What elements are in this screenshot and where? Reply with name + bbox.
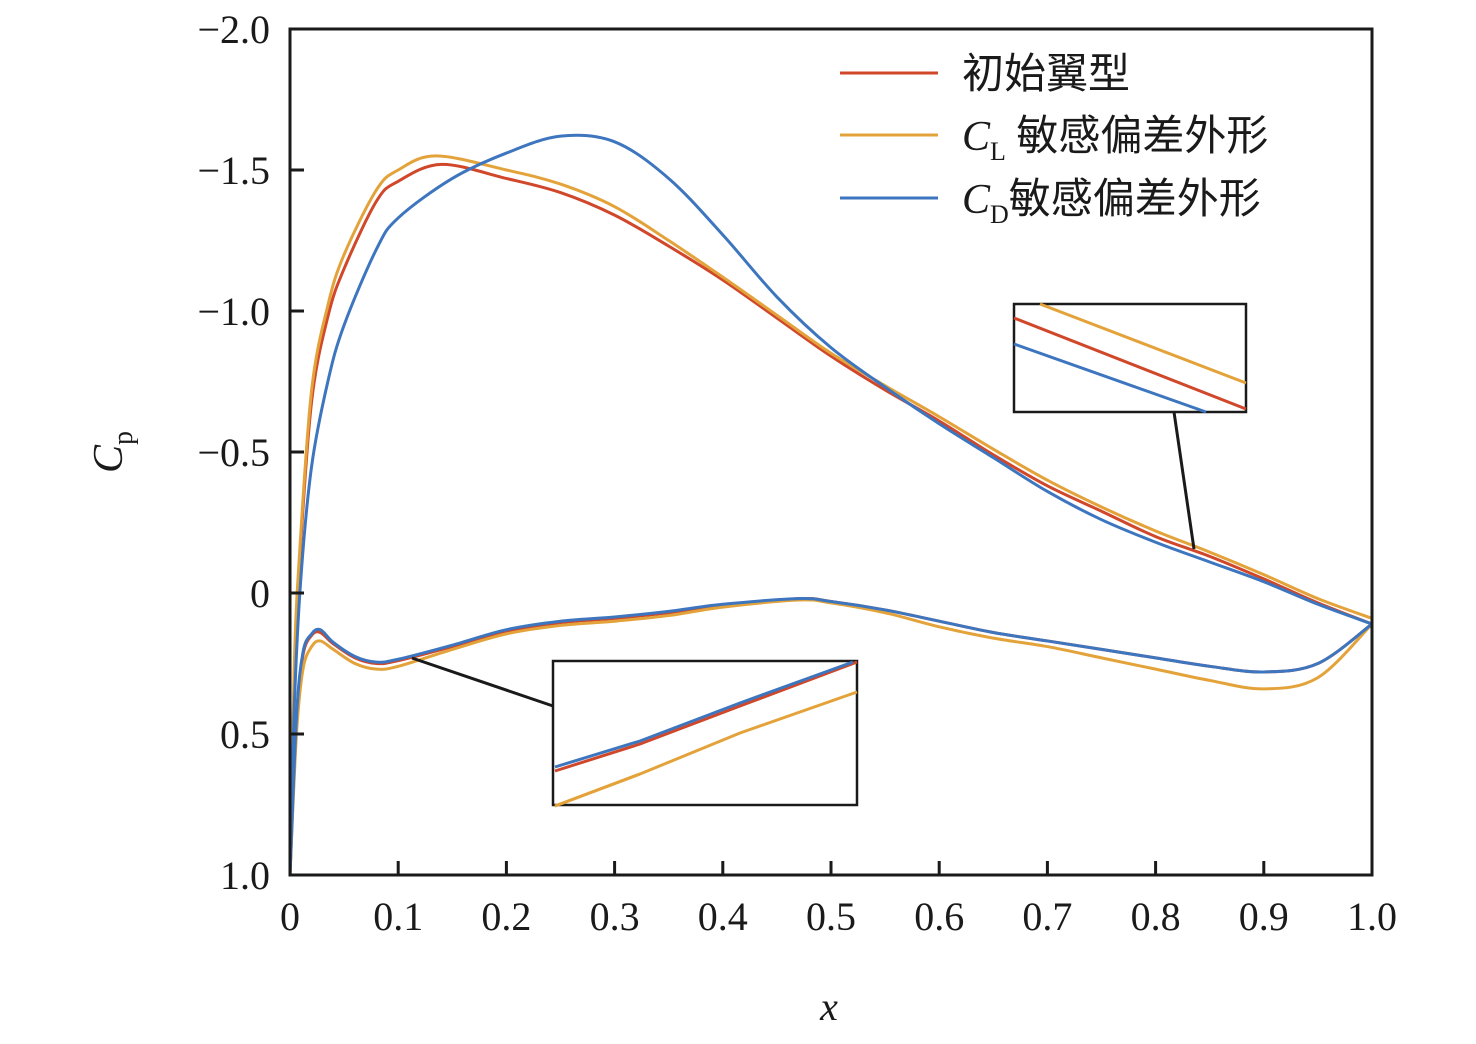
x-tick-label: 0.7 — [1022, 894, 1072, 939]
x-tick-label: 0.6 — [914, 894, 964, 939]
x-tick-label: 0.1 — [373, 894, 423, 939]
x-tick-label: 0.8 — [1131, 894, 1181, 939]
legend-label-cl: CL 敏感偏差外形 — [962, 114, 1268, 166]
x-tick-label: 1.0 — [1347, 894, 1397, 939]
x-tick-label: 0.2 — [481, 894, 531, 939]
x-axis-label: x — [819, 984, 838, 1029]
series-2-upper-line — [288, 133, 1373, 876]
series-1-upper-line — [288, 154, 1373, 876]
y-tick-label: 1.0 — [220, 853, 270, 898]
y-axis-label-main: C — [86, 444, 132, 473]
x-tick-label: 0.3 — [590, 894, 640, 939]
y-tick-label: 0.5 — [220, 712, 270, 757]
y-axis-label-sub: p — [108, 431, 139, 445]
inset-upper — [1012, 302, 1248, 550]
y-axis-label: Cp — [86, 431, 139, 473]
series-2-lower-line — [288, 597, 1373, 876]
x-axis: 0 0.1 0.2 0.3 0.4 0.5 0.6 0.7 0.8 0.9 1.0 — [280, 861, 1397, 939]
y-axis: −2.0 −1.5 −1.0 −0.5 0 0.5 1.0 — [197, 7, 304, 898]
x-tick-label: 0 — [280, 894, 300, 939]
curves-layer — [288, 133, 1374, 876]
legend-label-cd: CD敏感偏差外形 — [962, 177, 1261, 229]
inset-upper-pointer — [1172, 411, 1196, 550]
x-tick-label: 0.5 — [806, 894, 856, 939]
y-tick-label: −1.0 — [197, 289, 270, 334]
inset-lower-pointer — [411, 656, 554, 708]
y-tick-label: −0.5 — [197, 430, 270, 475]
series-1-lower-line — [288, 598, 1374, 876]
svg-text:Cp: Cp — [86, 431, 139, 473]
y-tick-label: 0 — [250, 571, 270, 616]
y-tick-label: −1.5 — [197, 148, 270, 193]
x-tick-label: 0.4 — [698, 894, 748, 939]
x-tick-label: 0.9 — [1239, 894, 1289, 939]
legend-label-initial: 初始翼型 — [962, 52, 1130, 98]
y-tick-label: −2.0 — [197, 7, 270, 52]
legend: 初始翼型 CL 敏感偏差外形 CD敏感偏差外形 — [840, 52, 1268, 229]
inset-lower — [411, 656, 859, 808]
